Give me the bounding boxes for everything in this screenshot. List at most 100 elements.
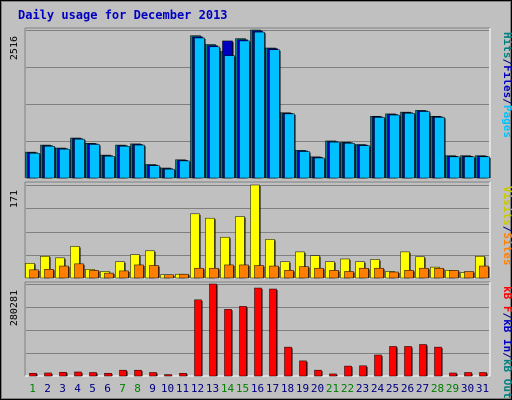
- bar: [404, 113, 415, 179]
- bar: [284, 113, 295, 179]
- bar: [419, 111, 430, 179]
- bar: [149, 165, 160, 179]
- day-label: 10: [161, 382, 174, 395]
- bar: [209, 283, 217, 377]
- legend-item: kB In: [501, 319, 512, 352]
- legend: Visits/Sites: [501, 186, 512, 266]
- day-label: 8: [134, 382, 141, 395]
- day-label: 25: [386, 382, 399, 395]
- y-max-label: 280281: [9, 290, 20, 326]
- chart-panels: 2516Hits/Files/Pages171Visits/Sites28028…: [9, 27, 512, 399]
- bar: [254, 287, 262, 377]
- bar: [224, 309, 232, 377]
- day-label: 19: [296, 382, 309, 395]
- bar: [269, 265, 279, 279]
- bar: [284, 346, 292, 377]
- bar: [104, 155, 115, 179]
- bar: [359, 145, 370, 179]
- bar: [149, 372, 157, 377]
- day-label: 27: [416, 382, 429, 395]
- bar: [89, 270, 99, 279]
- bar: [209, 46, 220, 179]
- bar: [329, 270, 339, 279]
- bar: [134, 369, 142, 377]
- day-label: 31: [476, 382, 489, 395]
- legend-item: kB Out: [501, 359, 512, 399]
- day-label: 23: [356, 382, 369, 395]
- bar: [374, 267, 384, 279]
- bar: [449, 156, 460, 179]
- bar: [374, 117, 385, 179]
- bar: [224, 264, 234, 279]
- bar: [314, 267, 324, 279]
- bar: [29, 372, 37, 377]
- bar: [89, 372, 97, 377]
- bar: [284, 270, 294, 279]
- bar: [149, 265, 159, 279]
- bar: [449, 270, 459, 279]
- bar: [104, 372, 112, 377]
- legend-item: /: [501, 352, 512, 359]
- day-label: 13: [206, 382, 219, 395]
- day-label: 11: [176, 382, 189, 395]
- bar: [194, 299, 202, 377]
- bar: [254, 265, 264, 279]
- bar: [479, 156, 490, 179]
- legend-item: kB F: [501, 286, 512, 313]
- bar: [209, 267, 219, 279]
- day-label: 1: [29, 382, 36, 395]
- bar: [134, 144, 145, 179]
- legend-item: /: [501, 313, 512, 320]
- y-max-label: 2516: [9, 36, 20, 60]
- day-label: 4: [74, 382, 81, 395]
- legend: Hits/Files/Pages: [501, 32, 512, 138]
- bar: [44, 372, 52, 377]
- day-label: 3: [59, 382, 66, 395]
- day-label: 6: [104, 382, 111, 395]
- bar: [434, 117, 445, 179]
- bar: [299, 151, 310, 179]
- day-label: 18: [281, 382, 294, 395]
- bar: [464, 271, 474, 279]
- bar: [194, 267, 204, 279]
- bar: [269, 288, 277, 377]
- bar: [464, 156, 475, 179]
- bar: [419, 344, 427, 377]
- bar: [329, 373, 337, 377]
- legend-item: Pages: [501, 105, 512, 138]
- bar: [29, 269, 39, 279]
- bar: [479, 372, 487, 377]
- bar: [44, 145, 55, 179]
- day-label: 14: [221, 382, 235, 395]
- day-label: 15: [236, 382, 249, 395]
- legend-item: Files: [501, 65, 512, 98]
- bar: [344, 271, 354, 279]
- bar: [434, 346, 442, 377]
- chart-title: Daily usage for December 2013: [18, 8, 228, 22]
- bar: [179, 372, 187, 377]
- bar: [299, 266, 309, 279]
- bar: [419, 267, 429, 279]
- legend: kB F/kB In/kB Out: [501, 286, 512, 399]
- day-label: 21: [326, 382, 339, 395]
- bar: [389, 114, 400, 179]
- bar: [299, 360, 307, 377]
- day-label: 7: [119, 382, 126, 395]
- day-label: 29: [446, 382, 459, 395]
- bar: [344, 143, 355, 179]
- bar: [119, 145, 130, 179]
- day-label: 16: [251, 382, 264, 395]
- bar: [314, 157, 325, 179]
- bar: [254, 31, 265, 179]
- panel-visits-sites: 171 Visits/Sites: [9, 181, 512, 279]
- bar: [44, 269, 54, 279]
- bar: [29, 153, 40, 179]
- bar: [389, 271, 399, 279]
- bar: [134, 264, 144, 279]
- bar: [239, 264, 249, 279]
- bar: [404, 270, 414, 279]
- bar: [164, 274, 174, 279]
- bar: [119, 369, 127, 377]
- bar: [74, 138, 85, 179]
- bar: [464, 372, 472, 377]
